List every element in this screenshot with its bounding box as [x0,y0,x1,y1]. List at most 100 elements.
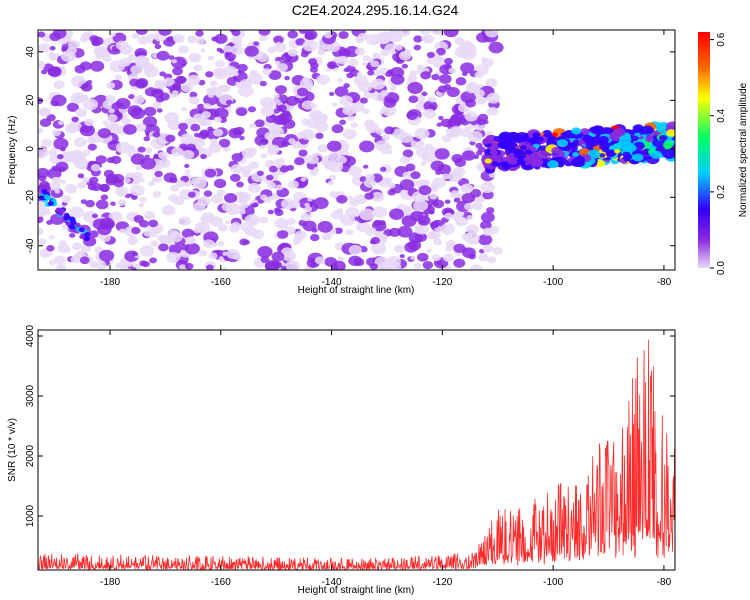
heat-cell [354,47,365,56]
heat-cell [307,197,313,202]
heat-cell [404,206,413,213]
heat-cell [338,31,349,39]
heat-cell [475,142,483,149]
heat-cell [201,111,211,119]
heat-cell [407,82,423,94]
heat-cell [530,147,537,152]
heat-cell [235,107,248,117]
heat-cell [80,199,87,205]
heat-cell [197,131,208,140]
heat-cell [237,63,248,72]
heat-cell [334,227,343,234]
heat-cell [339,119,347,125]
heat-cell [53,80,65,89]
heat-cell [373,219,382,227]
heat-cell [336,55,349,65]
heat-cell [460,62,475,74]
heat-cell [82,94,89,100]
heat-cell [478,234,493,246]
x-tick-label: -160 [211,277,231,288]
heat-cell [489,225,500,234]
heat-cell [223,45,233,53]
heat-cell [334,86,349,97]
heat-cell [51,94,67,107]
heat-cell [140,157,156,170]
heat-cell [388,227,401,237]
heat-cell [210,80,218,87]
heat-cell [82,98,99,111]
heat-cell [100,194,109,201]
heat-cell [171,59,178,64]
heat-cell [524,149,533,155]
heat-cell [331,102,338,107]
heat-cell [632,153,644,162]
heat-cell [434,148,450,160]
heat-cell [485,78,498,88]
heat-cell [281,110,291,118]
heat-cell [135,30,148,35]
heat-cell [370,237,381,245]
heat-cell [218,138,231,148]
heat-cell [97,128,111,139]
heat-cell [444,212,454,220]
snr-line [38,339,675,570]
heat-cell [254,119,265,128]
heat-cell [330,210,344,220]
heat-cell [362,108,370,115]
heat-cell [241,147,256,159]
heat-cell [122,124,137,135]
heat-cell [410,138,425,149]
heat-cell [482,244,494,253]
heat-cell [191,177,202,185]
heat-cell [295,38,306,46]
heat-cell [171,83,182,91]
heat-cell [115,141,132,154]
heat-cell [419,30,431,35]
heat-cell [158,151,168,160]
heat-cell [225,220,231,225]
heat-cell [300,212,312,222]
heat-cell [273,35,284,44]
heat-cell [424,143,434,151]
heat-cell [55,263,67,270]
heat-cell [428,96,437,103]
heat-cell [247,72,263,85]
heat-cell [69,233,76,238]
heat-cell [310,263,317,268]
heat-cell [185,236,196,245]
heat-cell [402,149,414,158]
heat-cell [239,78,252,89]
heat-cell [453,243,466,254]
heat-cell [302,39,318,52]
heat-cell [418,185,432,196]
heat-cell [306,154,319,165]
heat-cell [276,63,288,72]
heat-cell [131,33,139,39]
heat-cell [139,245,155,257]
heat-cell [474,71,484,79]
heat-cell [111,173,125,184]
heat-cell [344,108,351,113]
heat-cell [310,233,320,242]
heat-cell [127,105,143,117]
heat-cell [89,176,99,184]
heat-cell [165,134,176,143]
heat-cell [127,54,137,61]
heat-cell [344,228,354,236]
heat-cell [144,210,156,220]
heat-cell [66,102,79,112]
spectrogram-panel: -180 -160 -140 -120 -100 -80 -40 -20 0 20 40 Heig… [7,29,676,296]
heat-cell [440,223,455,235]
heat-cell [488,41,504,54]
heat-cell [281,250,297,262]
heat-cell [365,226,377,236]
heat-cell [435,47,446,56]
heat-cell [362,55,371,62]
heat-cell [407,74,418,83]
heat-cell [39,118,52,127]
heat-cell [79,36,88,43]
heat-cell [156,50,170,61]
heat-cell [413,44,422,51]
heat-cell [236,181,244,188]
